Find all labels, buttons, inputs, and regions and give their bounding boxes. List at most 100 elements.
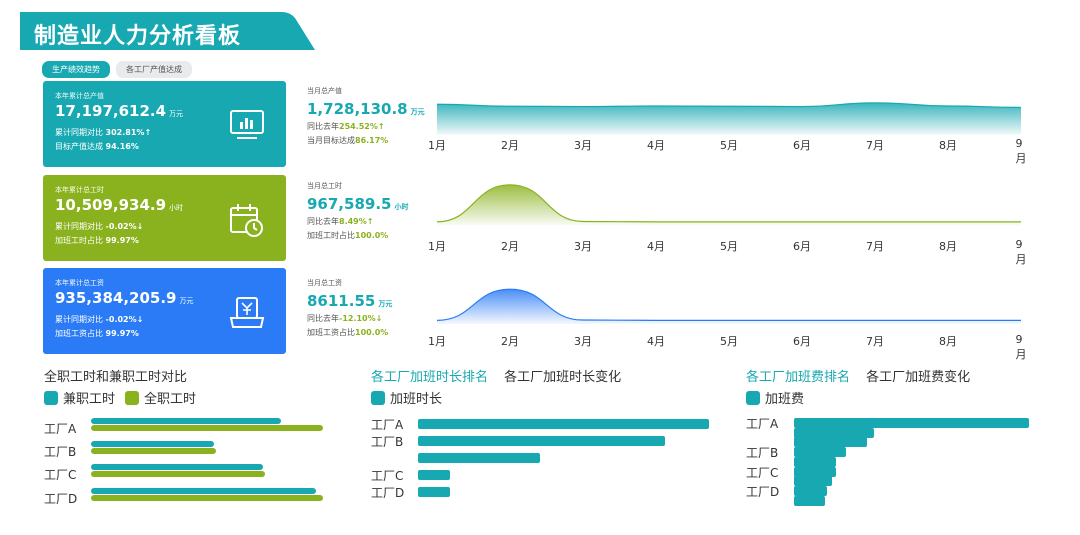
bar-value [794, 495, 825, 506]
category-label: 工厂C [44, 468, 77, 482]
month-tick-label: 7月 [866, 139, 884, 152]
bar-parttime [91, 418, 282, 424]
wages-area-chart [436, 288, 1021, 324]
month-tick-label: 1月 [428, 240, 446, 253]
monthly-ratio: 加班工时占比100.0% [307, 231, 389, 240]
bar-value [794, 427, 874, 438]
kpi-caption: 本年累计总产值 [55, 92, 104, 100]
tab-production-trend[interactable]: 生产绩效趋势 [42, 61, 110, 78]
month-tick-label: 2月 [501, 240, 519, 253]
category-label: 工厂D [746, 484, 780, 499]
month-tick-label: 5月 [720, 240, 738, 253]
monthly-wages-panel: 当月总工资 8611.55 万元 同比去年-12.10%↓ 加班工资占比100.0… [307, 278, 392, 338]
month-tick-label: 1月 [428, 335, 446, 348]
bar-parttime [91, 488, 317, 494]
area-series-line [436, 288, 1021, 321]
area-series-line [436, 102, 1022, 109]
tab-overtime-hours-rank[interactable]: 各工厂加班时长排名 [371, 370, 489, 385]
monthly-target: 当月目标达成86.17% [307, 136, 389, 145]
output-area-chart [436, 102, 1022, 135]
kpi-value: 10,509,934.9 小时 [55, 196, 184, 214]
kpi-compare: 累计同期对比 -0.02%↓ [55, 315, 144, 324]
kpi-compare: 累计同期对比 -0.02%↓ [55, 222, 144, 231]
month-tick-label: 9月 [1015, 333, 1027, 361]
monthly-value: 967,589.5 小时 [307, 195, 409, 213]
month-tick-label: 3月 [574, 335, 592, 348]
tab-overtime-pay-rank[interactable]: 各工厂加班费排名 [746, 370, 851, 385]
kpi-compare: 累计同期对比 302.81%↑ [55, 128, 152, 137]
category-label: 工厂D [44, 492, 78, 506]
hours-area-chart [436, 184, 1021, 225]
bar-value [794, 447, 846, 458]
month-tick-label: 5月 [720, 139, 738, 152]
legend-item-parttime[interactable]: 兼职工时 [44, 388, 115, 407]
month-tick-label: 7月 [866, 240, 884, 253]
month-tick-label: 4月 [647, 335, 665, 348]
legend-item-overtime-pay[interactable]: 加班费 [746, 388, 804, 407]
bar-value [794, 437, 867, 448]
kpi-value: 935,384,205.9 万元 [55, 289, 194, 307]
category-label: 工厂D [371, 486, 405, 500]
tab-factory-output[interactable]: 各工厂产值达成 [116, 61, 192, 78]
month-tick-label: 1月 [428, 139, 446, 152]
month-tick-label: 9月 [1015, 238, 1027, 266]
monthly-caption: 当月总工资 [307, 279, 342, 287]
category-label: 工厂B [44, 445, 77, 459]
kpi-card-wages[interactable]: 本年累计总工资 935,384,205.9 万元 累计同期对比 -0.02%↓ 加… [43, 268, 286, 354]
month-tick-label: 6月 [793, 240, 811, 253]
kpi-caption: 本年累计总工资 [55, 279, 104, 287]
category-label: 工厂B [746, 446, 779, 461]
month-axis: 1月 2月 3月 4月 5月 6月 7月 8月 9月 [428, 333, 1030, 361]
month-tick-label: 6月 [793, 335, 811, 348]
month-tick-label: 4月 [647, 139, 665, 152]
category-label: 工厂A [44, 422, 77, 436]
bar-value [794, 456, 837, 467]
bar-value [418, 470, 450, 480]
month-tick-label: 8月 [939, 139, 957, 152]
category-label: 工厂C [371, 469, 404, 483]
monthly-compare: 同比去年254.52%↑ [307, 122, 385, 131]
bar-value [794, 466, 837, 477]
bar-fulltime [91, 448, 217, 454]
monthly-caption: 当月总产值 [307, 87, 342, 95]
legend-item-overtime-hours[interactable]: 加班时长 [371, 388, 442, 407]
month-tick-label: 3月 [574, 240, 592, 253]
kpi-ratio: 加班工资占比 99.97% [55, 329, 139, 338]
monthly-ratio: 加班工资占比100.0% [307, 328, 389, 337]
chart-legend: 加班时长 [371, 388, 442, 407]
bar-value [418, 436, 666, 446]
bar-value [794, 476, 832, 487]
calendar-clock-icon [230, 204, 263, 237]
chart-legend: 加班费 [746, 388, 804, 407]
yen-register-icon [229, 297, 265, 328]
bar-fulltime [91, 425, 323, 431]
fulltime-parttime-title: 全职工时和兼职工时对比 [44, 370, 188, 385]
bar-value [418, 419, 709, 429]
bar-parttime [91, 464, 263, 470]
month-tick-label: 3月 [574, 139, 592, 152]
tab-bar: 生产绩效趋势 各工厂产值达成 [42, 61, 192, 78]
monthly-output-panel: 当月总产值 1,728,130.8 万元 同比去年254.52%↑ 当月目标达成8… [307, 86, 425, 146]
month-tick-label: 8月 [939, 335, 957, 348]
monthly-hours-panel: 当月总工时 967,589.5 小时 同比去年8.49%↑ 加班工时占比100.0… [307, 181, 408, 241]
tab-overtime-hours-change[interactable]: 各工厂加班时长变化 [504, 370, 622, 385]
kpi-ratio: 加班工时占比 99.97% [55, 236, 139, 245]
monthly-value: 8611.55 万元 [307, 292, 393, 310]
month-axis: 1月 2月 3月 4月 5月 6月 7月 8月 9月 [428, 137, 1030, 165]
month-tick-label: 2月 [501, 335, 519, 348]
bar-value [794, 485, 827, 496]
kpi-card-hours[interactable]: 本年累计总工时 10,509,934.9 小时 累计同期对比 -0.02%↓ 加班… [43, 175, 286, 261]
bar-value [418, 453, 541, 463]
area-series-line [436, 184, 1021, 223]
monthly-compare: 同比去年8.49%↑ [307, 217, 374, 226]
category-label: 工厂A [746, 417, 779, 431]
tab-overtime-pay-change[interactable]: 各工厂加班费变化 [866, 370, 971, 385]
kpi-target: 目标产值达成 94.16% [55, 142, 139, 151]
monthly-compare: 同比去年-12.10%↓ [307, 314, 383, 323]
area-series-fill [437, 102, 1021, 135]
legend-item-fulltime[interactable]: 全职工时 [125, 388, 196, 407]
month-tick-label: 4月 [647, 240, 665, 253]
area-series-fill [437, 289, 1021, 324]
month-axis: 1月 2月 3月 4月 5月 6月 7月 8月 9月 [428, 238, 1030, 266]
kpi-card-output[interactable]: 本年累计总产值 17,197,612.4 万元 累计同期对比 302.81%↑ 目… [43, 81, 286, 167]
